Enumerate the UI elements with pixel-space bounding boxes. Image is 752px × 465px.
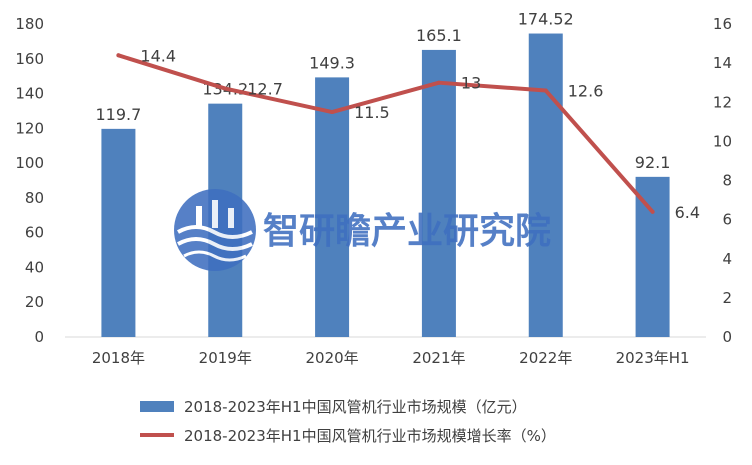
line-value-label: 11.5 — [354, 103, 390, 122]
line-point — [543, 88, 548, 93]
y-left-tick-label: 40 — [25, 258, 44, 276]
legend-bar-swatch — [140, 401, 174, 412]
y-right-tick-label: 10 — [713, 132, 732, 150]
x-category-label: 2021年 — [412, 349, 465, 367]
line-point — [116, 53, 121, 58]
bar — [528, 33, 563, 337]
line-point — [650, 209, 655, 214]
x-category-label: 2018年 — [92, 349, 145, 367]
watermark-logo — [174, 189, 256, 271]
watermark-text: 智研瞻产业研究院 — [263, 211, 551, 252]
growth-rate-line — [116, 53, 655, 214]
bar-value-label: 174.52 — [518, 10, 574, 29]
y-left-tick-label: 160 — [15, 50, 44, 68]
x-category-label: 2023年H1 — [616, 349, 690, 367]
bar-value-label: 119.7 — [96, 105, 142, 124]
bar-value-label: 149.3 — [309, 53, 355, 72]
line-point — [436, 80, 441, 85]
y-left-tick-label: 120 — [15, 119, 44, 137]
y-left-tick-label: 0 — [34, 328, 44, 346]
legend-line-label: 2018-2023年H1中国风管机行业市场规模增长率（%） — [184, 427, 556, 445]
line-data-labels: 14.4 12.7 11.5 13 12.6 6.4 — [140, 46, 700, 222]
y-left-tick-label: 100 — [15, 154, 44, 172]
y-left-tick-label: 140 — [15, 85, 44, 103]
bar-value-label: 165.1 — [416, 26, 462, 45]
line-point — [330, 110, 335, 115]
x-category-label: 2022年 — [519, 349, 572, 367]
y-right-tick-label: 6 — [722, 211, 732, 229]
y-right-tick-label: 12 — [713, 93, 732, 111]
bar — [421, 49, 456, 337]
line-value-label: 12.7 — [247, 80, 283, 99]
bar — [635, 176, 670, 337]
legend-bar-label: 2018-2023年H1中国风管机行业市场规模（亿元） — [184, 398, 527, 416]
y-right-tick-label: 4 — [722, 250, 732, 268]
line-point — [223, 86, 228, 91]
line-value-label: 12.6 — [568, 82, 604, 101]
x-category-label: 2020年 — [305, 349, 358, 367]
legend: 2018-2023年H1中国风管机行业市场规模（亿元） 2018-2023年H1… — [140, 398, 556, 445]
y-left-tick-label: 80 — [25, 189, 44, 207]
line-value-label: 6.4 — [675, 203, 700, 222]
line-value-label: 13 — [461, 74, 481, 93]
line-value-label: 14.4 — [140, 46, 176, 65]
y-right-tick-label: 2 — [722, 289, 732, 307]
y-right-tick-label: 14 — [713, 54, 732, 72]
y-right-tick-label: 0 — [722, 328, 732, 346]
y-left-tick-label: 20 — [25, 293, 44, 311]
bar-value-label: 92.1 — [635, 153, 671, 172]
axes: 0 20 40 60 80 100 120 140 160 180 0 2 4 6 8 10 12 14 16 201… — [15, 15, 732, 367]
y-right-tick-label: 16 — [713, 15, 732, 33]
watermark: 智研瞻产业研究院 — [174, 189, 551, 271]
y-right-tick-label: 8 — [722, 172, 732, 190]
x-category-label: 2019年 — [199, 349, 252, 367]
bar-series — [101, 33, 670, 338]
bar — [315, 77, 350, 338]
bar — [101, 128, 136, 337]
line-series — [116, 53, 655, 214]
y-left-tick-label: 180 — [15, 15, 44, 33]
y-left-tick-label: 60 — [25, 224, 44, 242]
